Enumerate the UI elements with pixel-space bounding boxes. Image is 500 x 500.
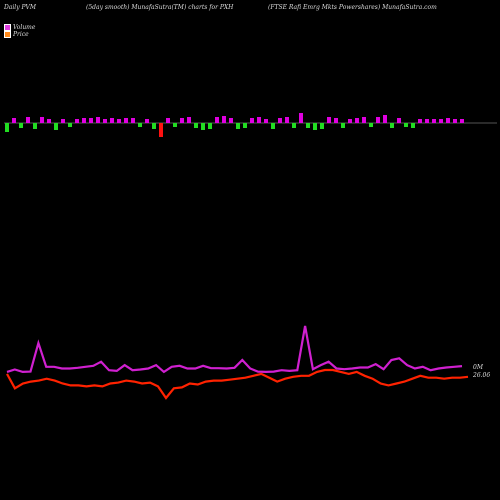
- volume-bar: [355, 118, 359, 123]
- volume-end-label: 0M: [473, 364, 484, 371]
- volume-bar: [33, 123, 37, 129]
- volume-bar: [348, 119, 352, 123]
- volume-bar: [453, 119, 457, 123]
- volume-series-line: [6, 325, 463, 374]
- volume-bar: [82, 118, 86, 123]
- volume-bar: [425, 119, 429, 123]
- volume-bar: [124, 118, 128, 123]
- volume-bar: [26, 117, 30, 123]
- price-series-line: [6, 368, 469, 400]
- volume-bar: [334, 118, 338, 123]
- volume-bar: [138, 123, 142, 127]
- volume-bar: [159, 123, 163, 137]
- legend-volume-swatch: [4, 24, 11, 31]
- volume-bar: [264, 119, 268, 123]
- volume-bar: [369, 123, 373, 127]
- volume-bar: [460, 119, 464, 123]
- volume-bar: [327, 117, 331, 123]
- volume-bar: [390, 123, 394, 128]
- volume-bar: [278, 118, 282, 123]
- volume-bar: [61, 119, 65, 123]
- volume-bar: [194, 123, 198, 128]
- volume-bar: [68, 123, 72, 127]
- volume-bars: [5, 113, 464, 137]
- legend-volume-label: Volume: [13, 24, 36, 31]
- volume-bar: [257, 117, 261, 123]
- volume-bar: [180, 118, 184, 123]
- volume-bar: [397, 118, 401, 123]
- legend-price: Price: [4, 31, 29, 38]
- volume-bar: [243, 123, 247, 128]
- volume-bar: [187, 117, 191, 123]
- volume-bar: [362, 117, 366, 123]
- volume-bar: [299, 113, 303, 123]
- volume-bar: [383, 115, 387, 123]
- volume-bar: [47, 119, 51, 123]
- volume-bar: [229, 118, 233, 123]
- volume-bar: [285, 117, 289, 123]
- legend-price-swatch: [4, 31, 11, 38]
- volume-bar: [215, 117, 219, 123]
- volume-bar: [341, 123, 345, 128]
- volume-bar: [446, 118, 450, 123]
- volume-bar: [96, 117, 100, 123]
- volume-bar: [439, 119, 443, 123]
- volume-bar: [89, 118, 93, 123]
- volume-bar: [292, 123, 296, 128]
- volume-bar: [145, 119, 149, 123]
- chart-title: (5day smooth) MunafaSutra(TM) charts for…: [86, 4, 234, 11]
- volume-bar: [117, 119, 121, 123]
- volume-bar: [152, 123, 156, 129]
- legend-volume: Volume: [4, 24, 35, 31]
- volume-bar: [19, 123, 23, 128]
- volume-bar: [432, 119, 436, 123]
- volume-bar: [250, 118, 254, 123]
- volume-bar: [236, 123, 240, 129]
- volume-bar: [411, 123, 415, 128]
- volume-bar: [208, 123, 212, 129]
- volume-bar: [306, 123, 310, 128]
- legend-price-label: Price: [13, 31, 29, 38]
- volume-bar: [110, 118, 114, 123]
- volume-bar: [376, 117, 380, 123]
- chart-label-left: Daily PVM: [4, 4, 37, 11]
- volume-bar: [54, 123, 58, 130]
- volume-bar: [75, 119, 79, 123]
- volume-bar: [131, 118, 135, 123]
- volume-bar: [271, 123, 275, 129]
- price-end-label: 26.06: [472, 372, 490, 379]
- volume-bar: [404, 123, 408, 127]
- volume-bar: [201, 123, 205, 130]
- volume-bar: [173, 123, 177, 127]
- volume-bar: [313, 123, 317, 130]
- volume-bar: [103, 119, 107, 123]
- volume-bar: [320, 123, 324, 129]
- volume-bar: [166, 118, 170, 123]
- volume-bar: [418, 119, 422, 123]
- volume-bar: [222, 116, 226, 123]
- volume-bar: [5, 123, 9, 132]
- chart-subtitle: (FTSE Rafi Emrg Mkts Powershares) Munafa…: [268, 4, 437, 11]
- volume-bar: [12, 118, 16, 123]
- volume-bar: [40, 117, 44, 123]
